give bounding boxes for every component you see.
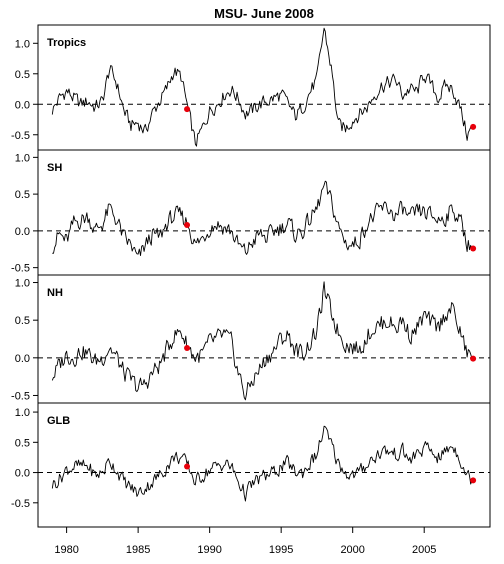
panel-sh: SH 1.0 0.5 0.0 -0.5 <box>11 149 491 276</box>
x-tick-label: 1985 <box>126 544 150 556</box>
panel-label: GLB <box>47 415 70 427</box>
x-tick-label: 2005 <box>412 544 436 556</box>
x-tick-label: 2000 <box>340 544 364 556</box>
highlight-point <box>470 355 477 362</box>
highlight-point <box>184 345 191 352</box>
panel-label: SH <box>47 162 62 174</box>
panel-frame <box>37 24 491 151</box>
y-tick-label: 0.5 <box>15 437 30 449</box>
y-tick-label: 1.0 <box>15 278 30 290</box>
panel-label: NH <box>47 287 63 299</box>
panel-glb: GLB 1.0 0.5 0.0 -0.5 <box>11 402 491 528</box>
panels-group: Tropics 1.0 0.5 0.0 -0.5 SH 1.0 0.5 0.0 -0.5 NH 1.0… <box>11 24 491 556</box>
y-tick-label: 0.0 <box>15 226 30 238</box>
highlight-point <box>470 245 477 252</box>
y-tick-label: 0.0 <box>15 468 30 480</box>
x-tick-label: 1995 <box>269 544 293 556</box>
highlight-point <box>184 222 191 228</box>
highlight-point <box>184 106 191 113</box>
panel-tropics: Tropics 1.0 0.5 0.0 -0.5 <box>11 24 491 151</box>
y-tick-label: 0.5 <box>15 69 30 81</box>
series-line <box>51 281 474 401</box>
panel-nh: NH 1.0 0.5 0.0 -0.5 <box>11 274 491 404</box>
series-line <box>51 27 474 147</box>
y-tick-label: 1.0 <box>15 38 30 50</box>
x-axis: 1980 1985 1990 1995 2000 2005 <box>54 527 436 556</box>
y-tick-label: 0.5 <box>15 315 30 327</box>
y-tick-label: -0.5 <box>11 263 30 275</box>
x-tick-label: 1980 <box>54 544 78 556</box>
y-tick-label: -0.5 <box>11 498 30 510</box>
y-tick-label: 0.0 <box>15 99 30 111</box>
y-tick-label: 1.0 <box>15 407 30 419</box>
panel-frame <box>37 274 491 404</box>
y-tick-label: 0.0 <box>15 353 30 365</box>
x-tick-label: 1990 <box>197 544 221 556</box>
series-line <box>51 425 474 502</box>
y-tick-label: 0.5 <box>15 189 30 201</box>
panel-frame <box>37 402 491 528</box>
highlight-point <box>470 477 477 484</box>
highlight-point <box>470 123 477 130</box>
y-tick-label: -0.5 <box>11 130 30 142</box>
chart-title: MSU- June 2008 <box>214 6 314 21</box>
highlight-point <box>184 463 191 470</box>
y-tick-label: 1.0 <box>15 152 30 164</box>
series-line <box>52 180 474 256</box>
panel-label: Tropics <box>47 37 86 49</box>
y-tick-label: -0.5 <box>11 390 30 402</box>
